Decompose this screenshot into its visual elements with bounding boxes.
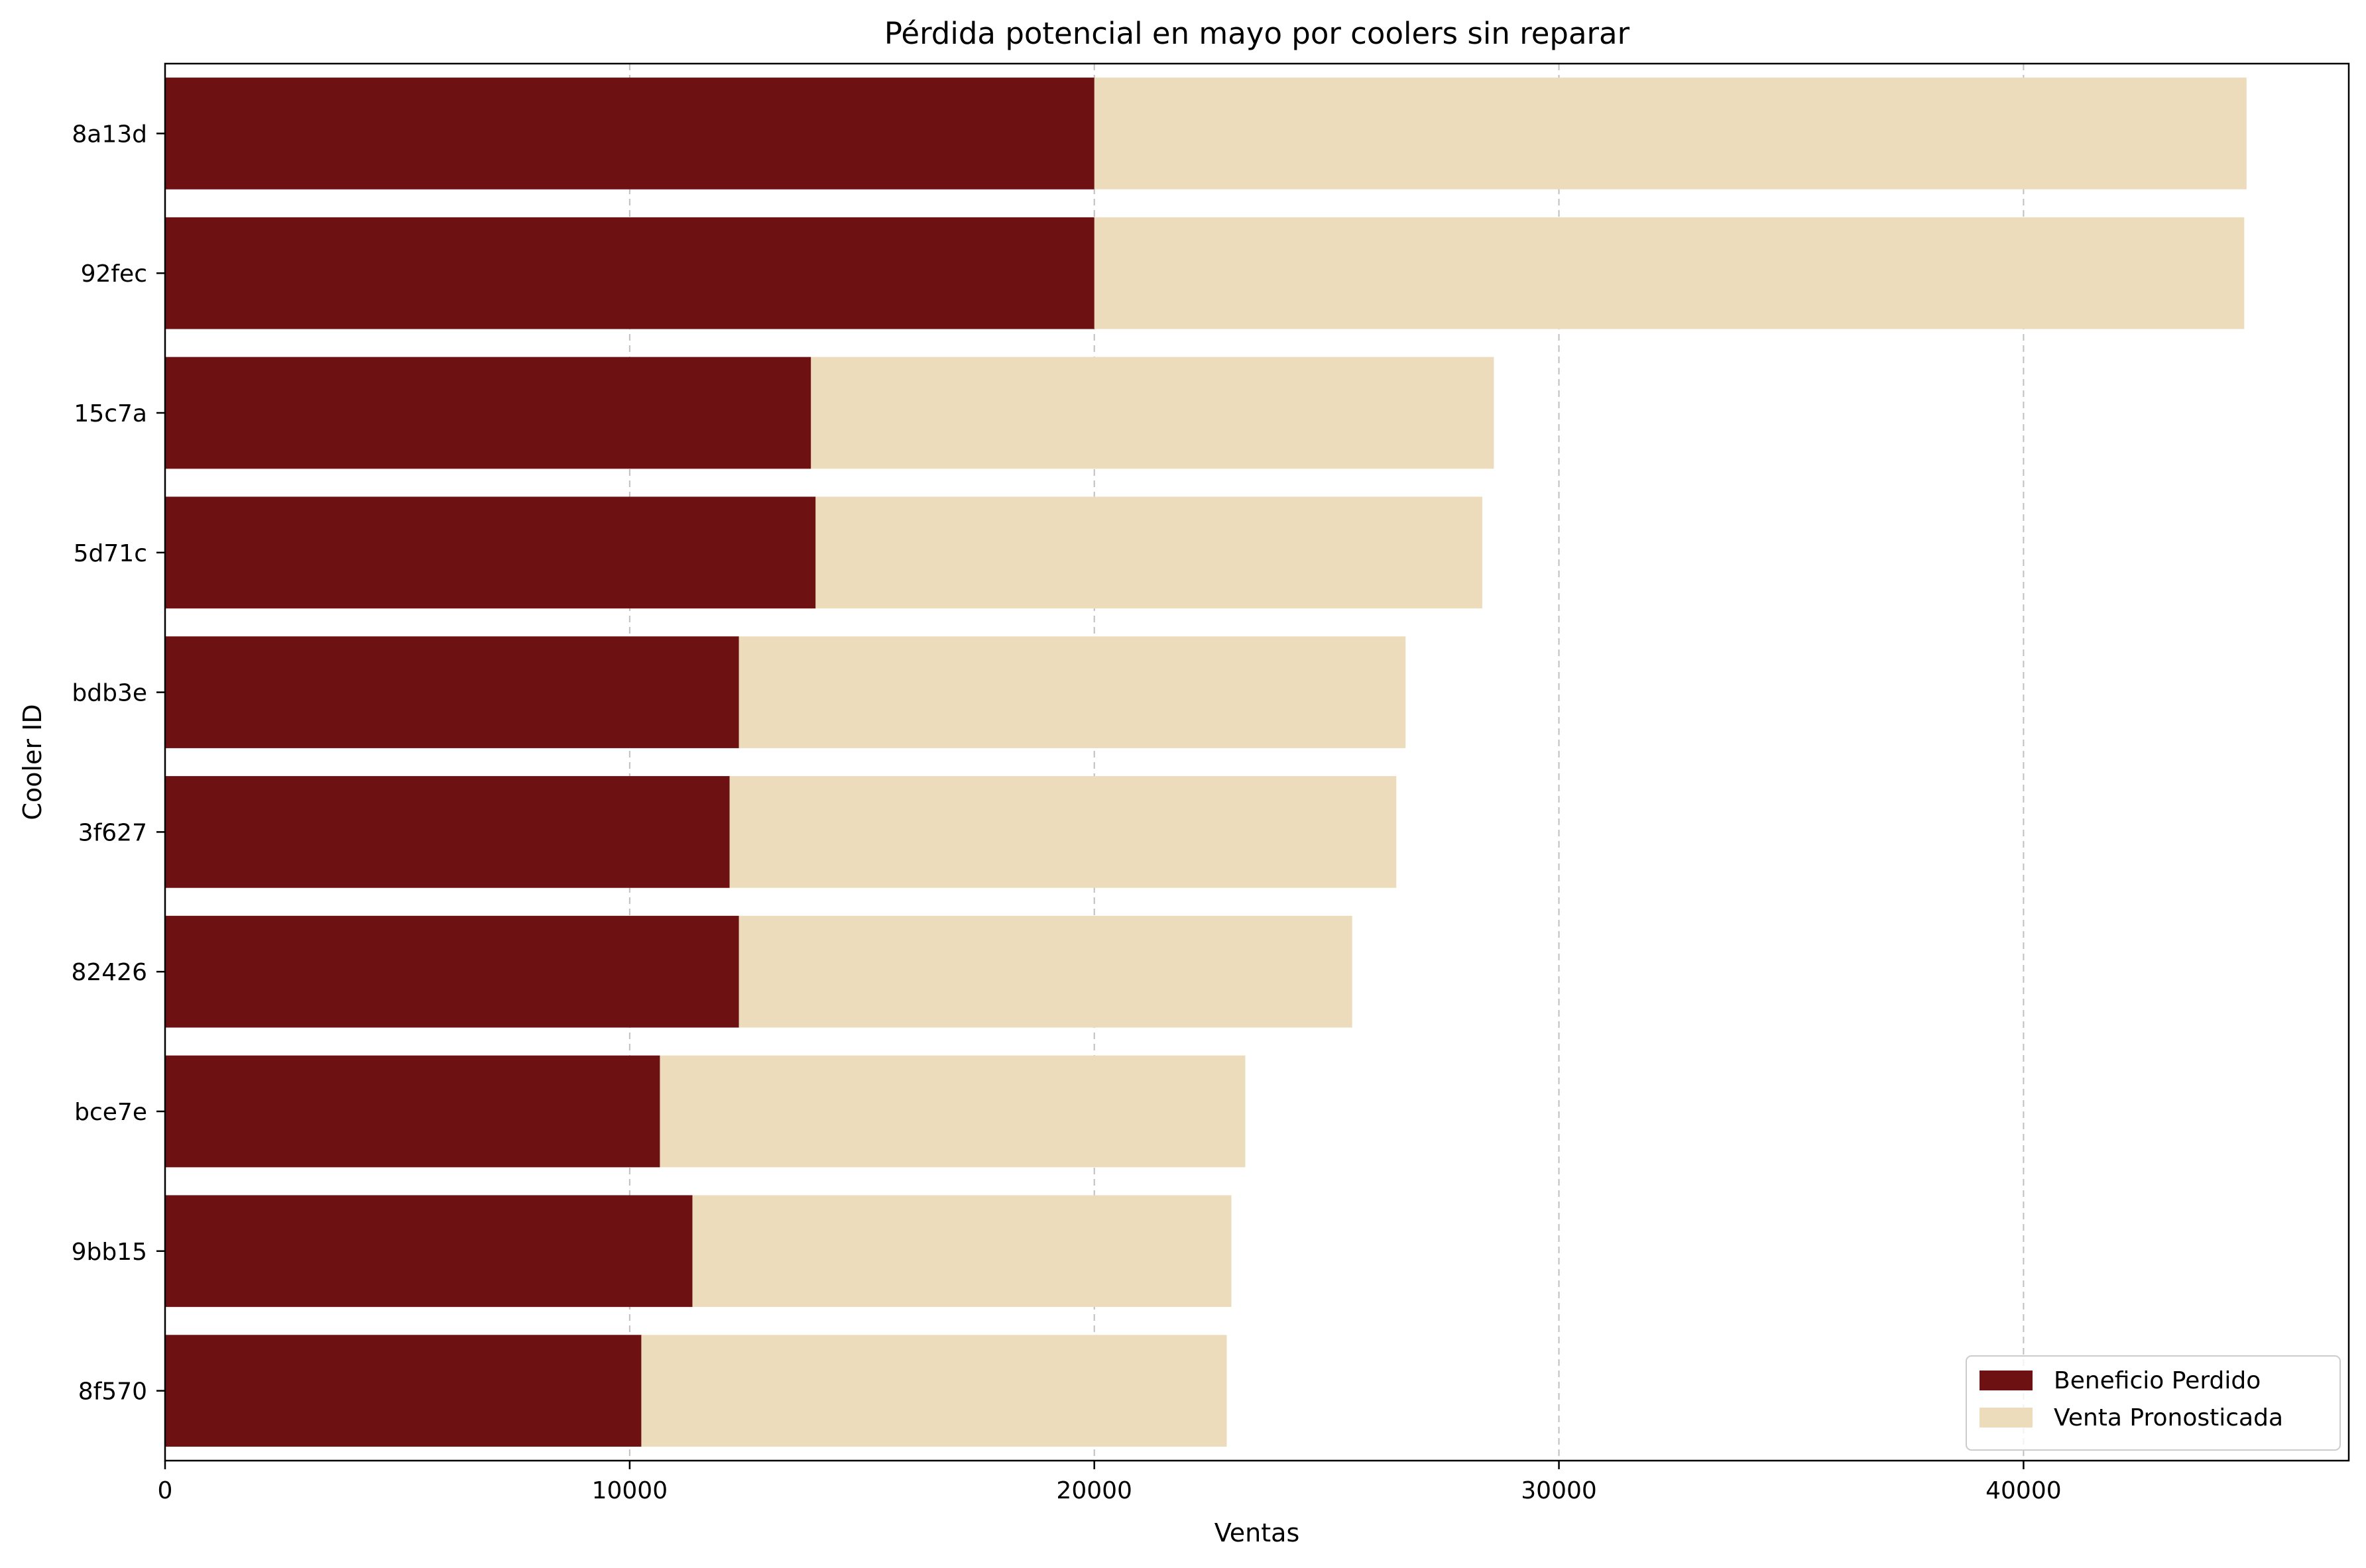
legend-swatch [1980,1408,2033,1428]
y-tick-label: 92fec [81,260,147,288]
y-axis-title: Cooler ID [18,704,47,820]
y-tick-label: 3f627 [78,819,147,846]
bar [165,1195,693,1308]
bar [165,1055,660,1168]
x-tick-label: 30000 [1521,1477,1597,1504]
y-tick-label: 15c7a [74,400,147,427]
legend-box [1966,1355,2341,1451]
bars [165,78,2247,1447]
x-axis-title: Ventas [1214,1518,1300,1547]
bar [165,357,811,469]
x-axis-ticks: 0 10000 20000 30000 40000 [158,1461,2062,1504]
plot-frame [164,62,2350,1462]
y-tick-label: bdb3e [72,680,147,707]
chart-title: Pérdida potencial en mayo por coolers si… [884,16,1630,51]
y-tick-label: 8f570 [78,1378,147,1406]
y-tick-label: 5d71c [74,540,147,567]
y-axis-ticks: 8a13d 92fec 15c7a 5d71c bdb3e 3f627 82426 bce7e… [71,121,165,1406]
legend-swatch [1980,1371,2033,1390]
bar [165,636,739,748]
bar [165,915,739,1028]
legend-label: Beneficio Perdido [2054,1367,2261,1394]
y-tick-label: 9bb15 [72,1239,147,1266]
bar [165,1335,642,1447]
bar [165,217,1094,329]
x-tick-label: 20000 [1056,1477,1132,1504]
axes [164,62,2350,1462]
bar [165,496,816,609]
bar [165,776,730,888]
legend: Beneficio Perdido Venta Pronosticada [1966,1355,2341,1451]
y-tick-label: 82426 [71,959,147,986]
series-beneficio-perdido [165,78,1094,1447]
x-tick-label: 0 [158,1477,173,1504]
legend-label: Venta Pronosticada [2054,1404,2283,1431]
x-tick-label: 10000 [592,1477,668,1504]
y-tick-label: bce7e [74,1099,147,1126]
y-tick-label: 8a13d [72,121,147,148]
x-tick-label: 40000 [1985,1477,2062,1504]
bar [165,78,1094,190]
